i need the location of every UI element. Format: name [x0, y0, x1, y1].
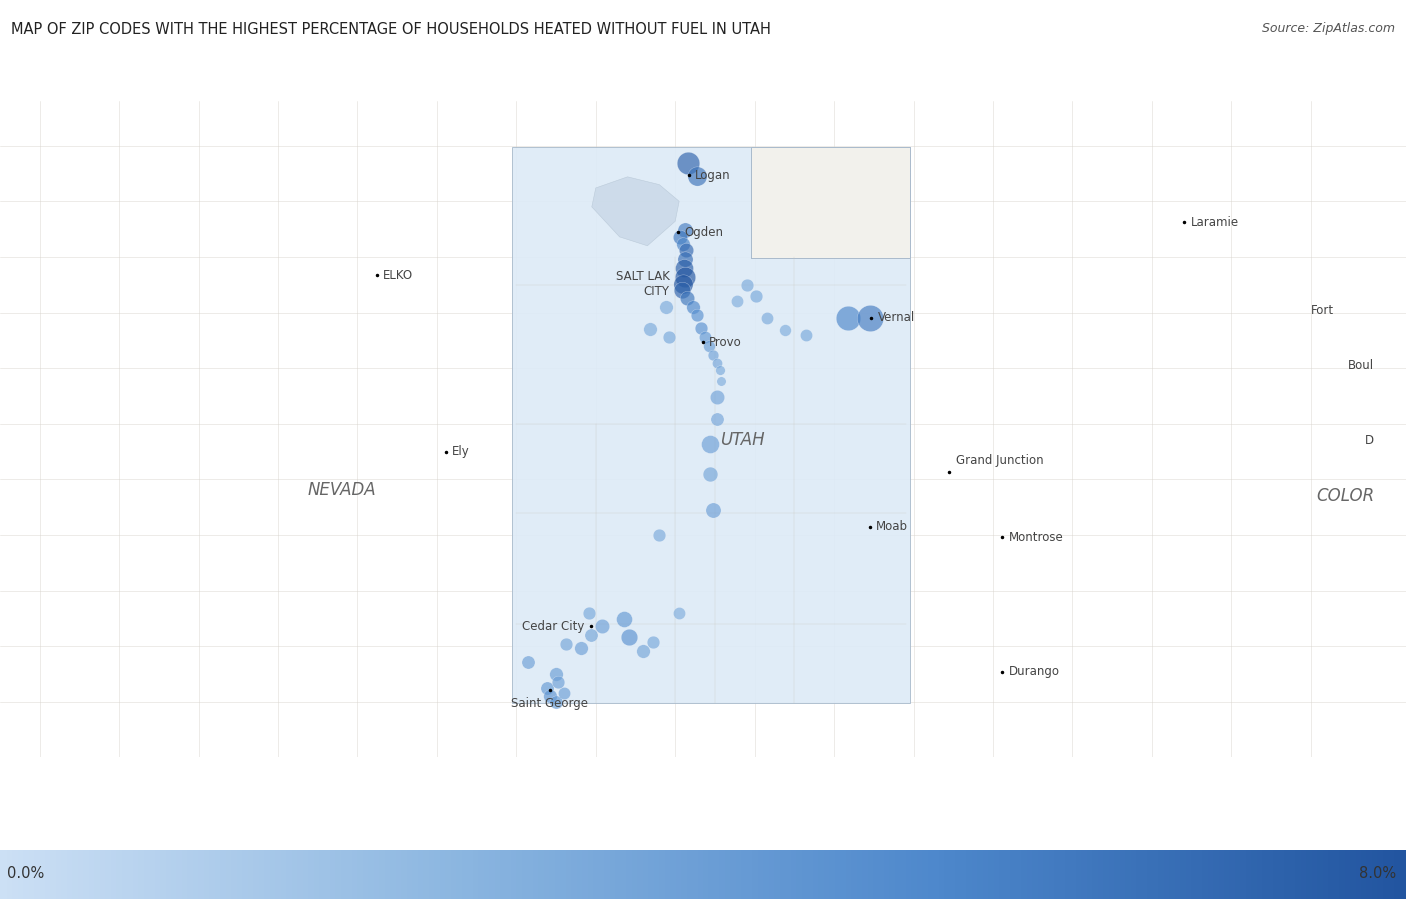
Point	[794, 327, 817, 342]
Point	[554, 636, 576, 651]
Polygon shape	[751, 147, 910, 258]
Text: SALT LAK
CITY: SALT LAK CITY	[616, 270, 669, 298]
Point	[544, 667, 567, 681]
Point	[658, 330, 681, 344]
Point	[710, 374, 733, 388]
Point	[553, 686, 575, 700]
Text: Montrose: Montrose	[1010, 531, 1063, 544]
Point	[673, 223, 696, 237]
Point	[538, 689, 561, 703]
Point	[673, 270, 696, 284]
Text: Provo: Provo	[710, 335, 742, 349]
Point	[735, 278, 758, 292]
Point	[685, 168, 707, 182]
Point	[702, 503, 724, 518]
Point	[654, 299, 676, 314]
Point	[699, 467, 721, 481]
Point	[517, 654, 540, 669]
Point	[697, 339, 720, 353]
Text: MAP OF ZIP CODES WITH THE HIGHEST PERCENTAGE OF HOUSEHOLDS HEATED WITHOUT FUEL I: MAP OF ZIP CODES WITH THE HIGHEST PERCEN…	[11, 22, 770, 38]
Point	[673, 252, 696, 266]
Text: 0.0%: 0.0%	[7, 867, 44, 881]
Point	[633, 644, 655, 658]
Point	[675, 243, 697, 257]
Point	[702, 348, 724, 362]
Point	[591, 619, 613, 633]
Point	[544, 695, 567, 709]
Point	[676, 291, 699, 306]
Point	[837, 310, 859, 325]
Text: Logan: Logan	[695, 169, 731, 182]
Text: Ogden: Ogden	[683, 226, 723, 239]
Point	[706, 355, 728, 369]
Point	[725, 294, 748, 308]
Point	[859, 310, 882, 325]
Point	[690, 321, 713, 335]
Text: Vernal: Vernal	[877, 311, 915, 324]
Point	[641, 635, 664, 649]
Point	[686, 307, 709, 322]
Point	[676, 156, 699, 171]
Point	[773, 323, 796, 337]
Text: Laramie: Laramie	[1191, 216, 1239, 229]
Point	[693, 330, 716, 344]
Text: UTAH: UTAH	[720, 432, 765, 450]
Text: COLOR: COLOR	[1316, 487, 1374, 505]
Point	[547, 674, 569, 689]
Point	[706, 412, 728, 426]
Polygon shape	[512, 147, 910, 703]
Text: Grand Junction: Grand Junction	[956, 453, 1043, 467]
Text: Cedar City: Cedar City	[522, 619, 585, 633]
Text: 8.0%: 8.0%	[1360, 867, 1396, 881]
Text: Saint George: Saint George	[512, 697, 588, 709]
Point	[668, 606, 690, 620]
Text: Ely: Ely	[451, 445, 470, 458]
Point	[571, 641, 593, 655]
Point	[579, 628, 602, 642]
Text: NEVADA: NEVADA	[308, 482, 375, 500]
Point	[638, 322, 661, 336]
Text: Boul: Boul	[1348, 360, 1374, 372]
Text: Source: ZipAtlas.com: Source: ZipAtlas.com	[1261, 22, 1395, 35]
Point	[682, 299, 704, 314]
Text: ELKO: ELKO	[382, 269, 413, 281]
Point	[613, 612, 636, 627]
Point	[709, 363, 731, 378]
Point	[672, 261, 695, 275]
Point	[536, 681, 558, 696]
Point	[672, 236, 695, 251]
Text: Durango: Durango	[1010, 665, 1060, 678]
Point	[706, 390, 728, 405]
Text: D: D	[1365, 434, 1374, 447]
Point	[617, 630, 640, 645]
Point	[578, 606, 600, 620]
Point	[648, 528, 671, 542]
Point	[671, 283, 693, 298]
Point	[672, 276, 695, 290]
Point	[669, 229, 692, 244]
Point	[745, 289, 768, 303]
Point	[755, 311, 778, 325]
Text: Moab: Moab	[876, 521, 908, 533]
Text: Fort: Fort	[1310, 304, 1334, 316]
Polygon shape	[592, 177, 679, 245]
Point	[699, 437, 721, 451]
